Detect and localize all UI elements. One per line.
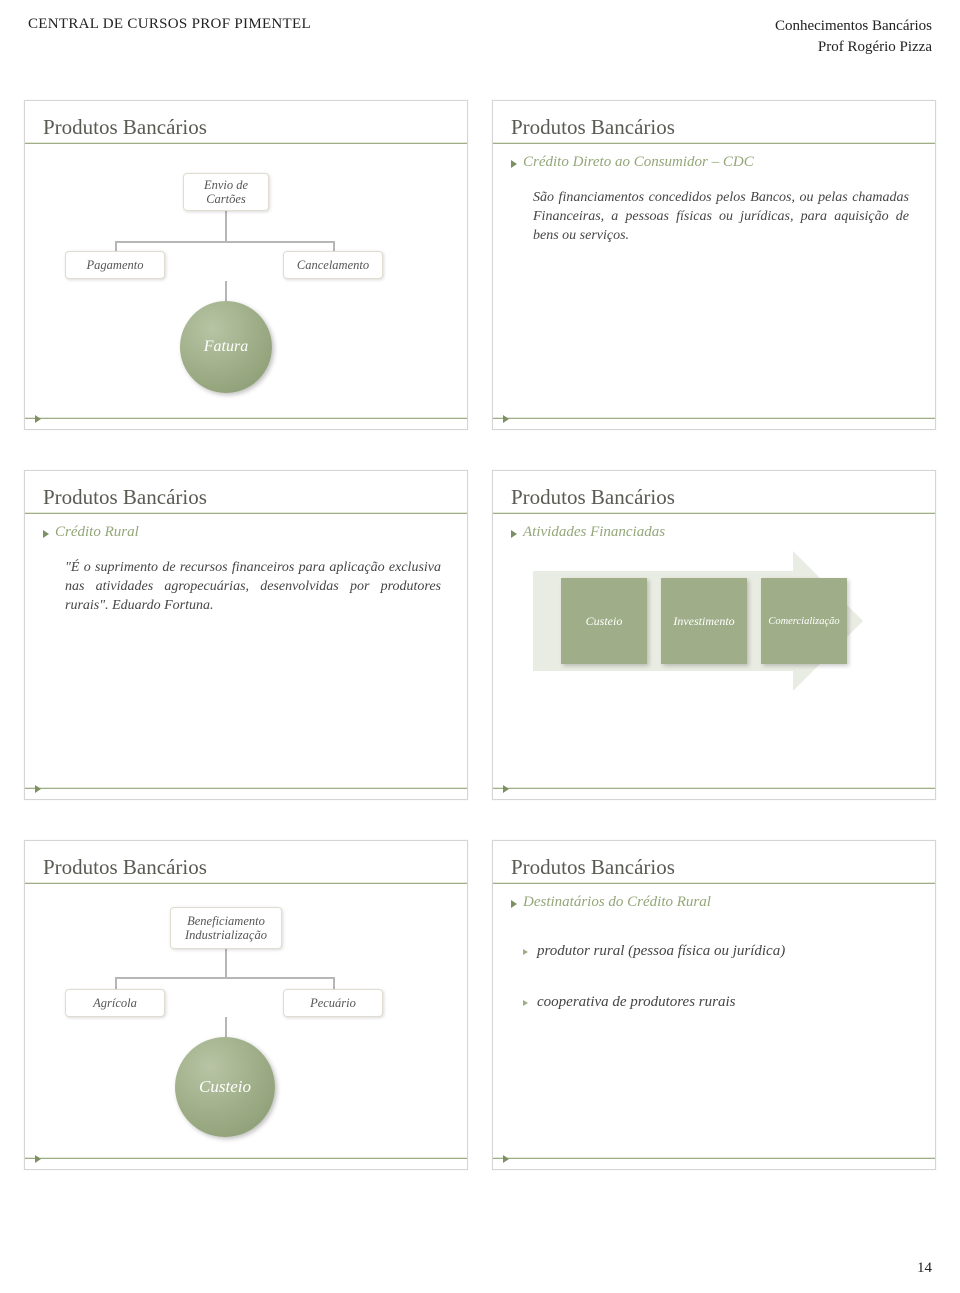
- slide-subtitle: Atividades Financiadas: [523, 524, 917, 541]
- bottom-arrow-icon: [35, 415, 41, 423]
- slide-title: Produtos Bancários: [43, 855, 449, 880]
- title-rule: [493, 882, 935, 884]
- header-right: Conhecimentos Bancários Prof Rogério Piz…: [775, 16, 932, 58]
- bottom-arrow-icon: [35, 1155, 41, 1163]
- slide-body: "É o suprimento de recursos financeiros …: [65, 559, 441, 616]
- bottom-rule: [25, 787, 467, 789]
- page-number: 14: [917, 1260, 932, 1277]
- node-pagamento: Pagamento: [65, 251, 165, 279]
- slide-title: Produtos Bancários: [511, 115, 917, 140]
- bottom-arrow-icon: [35, 785, 41, 793]
- slide-subtitle: Crédito Rural: [55, 524, 449, 541]
- slide-3: Produtos Bancários Crédito Rural "É o su…: [24, 470, 468, 800]
- bottom-rule: [25, 417, 467, 419]
- square-investimento: Investimento: [661, 578, 747, 664]
- square-custeio: Custeio: [561, 578, 647, 664]
- slide-title: Produtos Bancários: [511, 485, 917, 510]
- connector: [115, 241, 335, 243]
- node-pecuario: Pecuário: [283, 989, 383, 1017]
- node-cancelamento: Cancelamento: [283, 251, 383, 279]
- slide-6: Produtos Bancários Destinatários do Créd…: [492, 840, 936, 1170]
- slide-title: Produtos Bancários: [511, 855, 917, 880]
- header-line-1: Conhecimentos Bancários: [775, 16, 932, 37]
- bottom-arrow-icon: [503, 785, 509, 793]
- title-rule: [493, 512, 935, 514]
- node-beneficiamento: Beneficiamento Industrialização: [170, 907, 282, 949]
- bottom-rule: [493, 417, 935, 419]
- slide-title: Produtos Bancários: [43, 115, 449, 140]
- node-custeio: Custeio: [175, 1037, 275, 1137]
- title-rule: [25, 512, 467, 514]
- title-rule: [25, 882, 467, 884]
- slide-body: São financiamentos concedidos pelos Banc…: [533, 189, 909, 246]
- node-fatura: Fatura: [180, 301, 272, 393]
- connector: [225, 949, 227, 977]
- node-agricola: Agrícola: [65, 989, 165, 1017]
- bottom-rule: [493, 787, 935, 789]
- header-line-2: Prof Rogério Pizza: [775, 37, 932, 58]
- slide-5: Produtos Bancários Beneficiamento Indust…: [24, 840, 468, 1170]
- bullet-item: produtor rural (pessoa física ou jurídic…: [537, 943, 917, 960]
- slide-1: Produtos Bancários Envio de Cartões Paga…: [24, 100, 468, 430]
- slide-subtitle: Crédito Direto ao Consumidor – CDC: [523, 154, 917, 171]
- connector: [115, 977, 335, 979]
- bottom-rule: [25, 1157, 467, 1159]
- slide-grid: Produtos Bancários Envio de Cartões Paga…: [24, 100, 936, 1170]
- slide-4: Produtos Bancários Atividades Financiada…: [492, 470, 936, 800]
- bottom-arrow-icon: [503, 1155, 509, 1163]
- slide-title: Produtos Bancários: [43, 485, 449, 510]
- connector: [225, 211, 227, 241]
- bullet-item: cooperativa de produtores rurais: [537, 994, 917, 1011]
- node-envio-cartoes: Envio de Cartões: [183, 173, 269, 211]
- square-comercializacao: Comercialização: [761, 578, 847, 664]
- title-rule: [493, 142, 935, 144]
- bottom-rule: [493, 1157, 935, 1159]
- slide-subtitle: Destinatários do Crédito Rural: [523, 894, 917, 911]
- slide-2: Produtos Bancários Crédito Direto ao Con…: [492, 100, 936, 430]
- header-left: CENTRAL DE CURSOS PROF PIMENTEL: [28, 16, 311, 33]
- bottom-arrow-icon: [503, 415, 509, 423]
- title-rule: [25, 142, 467, 144]
